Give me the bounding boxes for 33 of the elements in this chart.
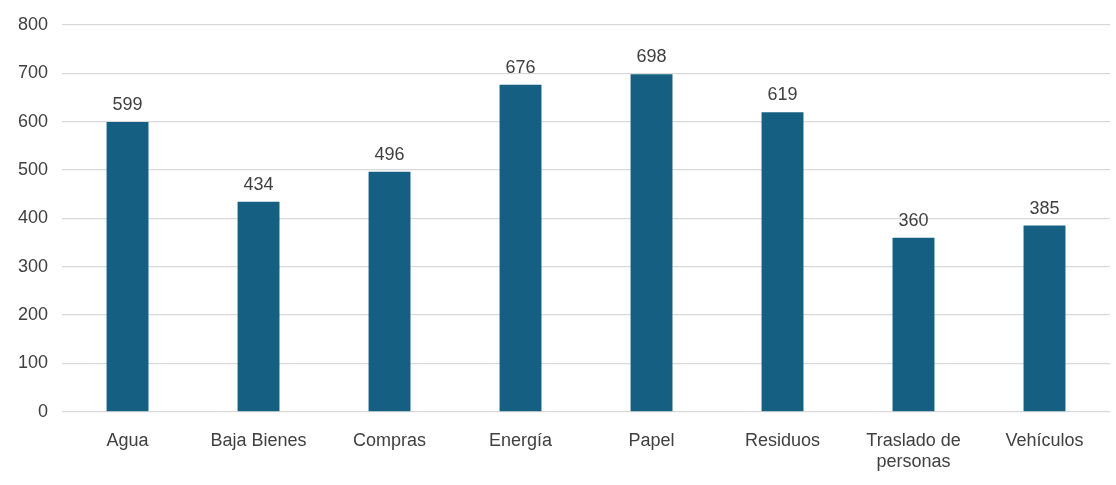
x-tick-label: Vehículos [1005, 429, 1084, 450]
y-tick-label: 600 [17, 110, 49, 131]
bar [1023, 225, 1066, 412]
data-label: 385 [1029, 197, 1060, 218]
bar [892, 237, 935, 412]
bar [499, 84, 542, 412]
bar [630, 74, 673, 412]
y-tick-label: 400 [17, 207, 49, 228]
bar [368, 171, 411, 412]
data-label: 496 [374, 143, 405, 164]
x-tick-label: Papel [628, 429, 675, 450]
bar [106, 122, 149, 412]
x-tick-label: Agua [106, 429, 150, 450]
y-tick-label: 100 [17, 352, 49, 373]
data-label: 599 [112, 94, 143, 114]
data-label: 698 [636, 46, 667, 67]
data-label: 676 [505, 56, 536, 77]
y-tick-label: 200 [17, 304, 49, 325]
y-tick-label: 800 [17, 13, 49, 34]
bar [761, 112, 804, 412]
y-tick-label: 0 [38, 400, 49, 421]
x-tick-label: Baja Bienes [210, 429, 307, 450]
y-tick-label: 300 [17, 255, 49, 276]
data-label: 360 [898, 209, 929, 230]
data-label: 434 [243, 173, 274, 194]
bar [237, 201, 280, 412]
x-tick-label: Compras [353, 429, 427, 450]
data-label: 619 [767, 84, 798, 105]
x-tick-label: Residuos [744, 429, 821, 450]
y-tick-label: 500 [17, 158, 49, 179]
x-tick-label: Energía [488, 429, 554, 450]
y-tick-label: 700 [17, 62, 49, 83]
x-tick-label: Traslado de personas [866, 429, 961, 472]
